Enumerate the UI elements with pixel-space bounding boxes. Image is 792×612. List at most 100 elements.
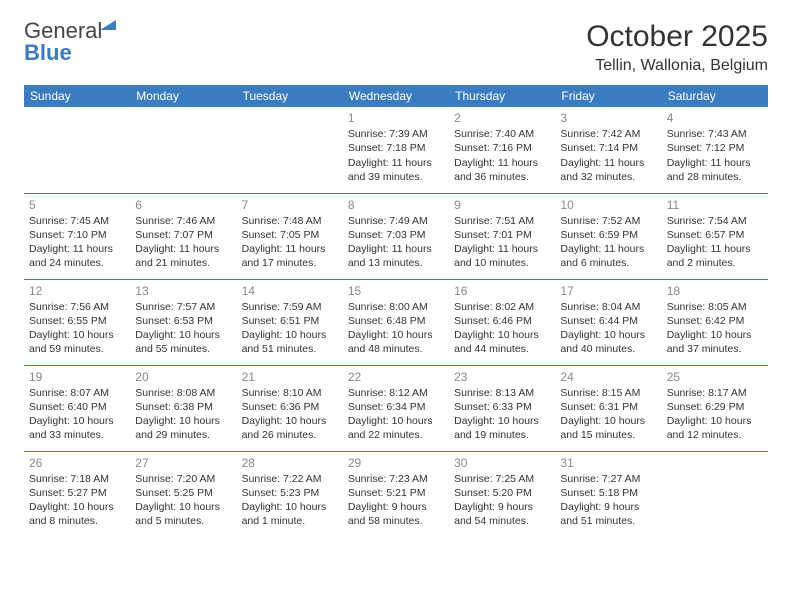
calendar-cell: 15Sunrise: 8:00 AMSunset: 6:48 PMDayligh… bbox=[343, 279, 449, 365]
sunrise-line: Sunrise: 7:22 AM bbox=[242, 472, 338, 486]
calendar-cell: 1Sunrise: 7:39 AMSunset: 7:18 PMDaylight… bbox=[343, 107, 449, 193]
sunset-line: Sunset: 6:33 PM bbox=[454, 400, 550, 414]
day-number: 27 bbox=[135, 455, 231, 471]
sunset-line: Sunset: 5:21 PM bbox=[348, 486, 444, 500]
logo-word2: Blue bbox=[24, 40, 72, 65]
daylight-line: Daylight: 11 hours and 21 minutes. bbox=[135, 242, 231, 270]
calendar-cell: 6Sunrise: 7:46 AMSunset: 7:07 PMDaylight… bbox=[130, 193, 236, 279]
logo-text: General Blue bbox=[24, 20, 116, 64]
day-number: 16 bbox=[454, 283, 550, 299]
calendar-row: 12Sunrise: 7:56 AMSunset: 6:55 PMDayligh… bbox=[24, 279, 768, 365]
daylight-line: Daylight: 10 hours and 15 minutes. bbox=[560, 414, 656, 442]
sunrise-line: Sunrise: 8:05 AM bbox=[667, 300, 763, 314]
daylight-line: Daylight: 10 hours and 48 minutes. bbox=[348, 328, 444, 356]
sunset-line: Sunset: 6:40 PM bbox=[29, 400, 125, 414]
sunrise-line: Sunrise: 7:56 AM bbox=[29, 300, 125, 314]
daylight-line: Daylight: 10 hours and 51 minutes. bbox=[242, 328, 338, 356]
sunrise-line: Sunrise: 7:39 AM bbox=[348, 127, 444, 141]
sunset-line: Sunset: 7:18 PM bbox=[348, 141, 444, 155]
sunset-line: Sunset: 6:34 PM bbox=[348, 400, 444, 414]
calendar-cell: 5Sunrise: 7:45 AMSunset: 7:10 PMDaylight… bbox=[24, 193, 130, 279]
daylight-line: Daylight: 10 hours and 44 minutes. bbox=[454, 328, 550, 356]
calendar-cell: 10Sunrise: 7:52 AMSunset: 6:59 PMDayligh… bbox=[555, 193, 661, 279]
calendar-cell: 2Sunrise: 7:40 AMSunset: 7:16 PMDaylight… bbox=[449, 107, 555, 193]
calendar-cell: 7Sunrise: 7:48 AMSunset: 7:05 PMDaylight… bbox=[237, 193, 343, 279]
sunset-line: Sunset: 6:53 PM bbox=[135, 314, 231, 328]
day-number: 15 bbox=[348, 283, 444, 299]
logo: General Blue bbox=[24, 20, 116, 64]
calendar-cell bbox=[662, 451, 768, 537]
sunset-line: Sunset: 6:44 PM bbox=[560, 314, 656, 328]
title-block: October 2025 Tellin, Wallonia, Belgium bbox=[586, 20, 768, 75]
day-number: 26 bbox=[29, 455, 125, 471]
calendar-row: 19Sunrise: 8:07 AMSunset: 6:40 PMDayligh… bbox=[24, 365, 768, 451]
sunset-line: Sunset: 6:51 PM bbox=[242, 314, 338, 328]
calendar-cell: 19Sunrise: 8:07 AMSunset: 6:40 PMDayligh… bbox=[24, 365, 130, 451]
day-number: 31 bbox=[560, 455, 656, 471]
day-number: 10 bbox=[560, 197, 656, 213]
calendar-cell: 27Sunrise: 7:20 AMSunset: 5:25 PMDayligh… bbox=[130, 451, 236, 537]
daylight-line: Daylight: 10 hours and 55 minutes. bbox=[135, 328, 231, 356]
sunset-line: Sunset: 5:20 PM bbox=[454, 486, 550, 500]
calendar-cell: 21Sunrise: 8:10 AMSunset: 6:36 PMDayligh… bbox=[237, 365, 343, 451]
day-number: 18 bbox=[667, 283, 763, 299]
day-number: 30 bbox=[454, 455, 550, 471]
sunset-line: Sunset: 6:36 PM bbox=[242, 400, 338, 414]
sunrise-line: Sunrise: 7:18 AM bbox=[29, 472, 125, 486]
sunset-line: Sunset: 6:57 PM bbox=[667, 228, 763, 242]
sunrise-line: Sunrise: 7:57 AM bbox=[135, 300, 231, 314]
daylight-line: Daylight: 10 hours and 8 minutes. bbox=[29, 500, 125, 528]
weekday-header: Thursday bbox=[449, 85, 555, 107]
sunset-line: Sunset: 7:07 PM bbox=[135, 228, 231, 242]
calendar-cell: 8Sunrise: 7:49 AMSunset: 7:03 PMDaylight… bbox=[343, 193, 449, 279]
day-number: 29 bbox=[348, 455, 444, 471]
daylight-line: Daylight: 9 hours and 51 minutes. bbox=[560, 500, 656, 528]
calendar-cell bbox=[24, 107, 130, 193]
day-number: 28 bbox=[242, 455, 338, 471]
calendar-cell: 30Sunrise: 7:25 AMSunset: 5:20 PMDayligh… bbox=[449, 451, 555, 537]
day-number: 17 bbox=[560, 283, 656, 299]
calendar-cell: 16Sunrise: 8:02 AMSunset: 6:46 PMDayligh… bbox=[449, 279, 555, 365]
sunrise-line: Sunrise: 8:08 AM bbox=[135, 386, 231, 400]
calendar-cell: 26Sunrise: 7:18 AMSunset: 5:27 PMDayligh… bbox=[24, 451, 130, 537]
calendar-cell: 24Sunrise: 8:15 AMSunset: 6:31 PMDayligh… bbox=[555, 365, 661, 451]
day-number: 25 bbox=[667, 369, 763, 385]
calendar-body: 1Sunrise: 7:39 AMSunset: 7:18 PMDaylight… bbox=[24, 107, 768, 537]
daylight-line: Daylight: 11 hours and 36 minutes. bbox=[454, 156, 550, 184]
sunset-line: Sunset: 6:48 PM bbox=[348, 314, 444, 328]
calendar-row: 26Sunrise: 7:18 AMSunset: 5:27 PMDayligh… bbox=[24, 451, 768, 537]
calendar-cell: 23Sunrise: 8:13 AMSunset: 6:33 PMDayligh… bbox=[449, 365, 555, 451]
weekday-header: Wednesday bbox=[343, 85, 449, 107]
weekday-header: Sunday bbox=[24, 85, 130, 107]
month-title: October 2025 bbox=[586, 20, 768, 53]
daylight-line: Daylight: 11 hours and 10 minutes. bbox=[454, 242, 550, 270]
daylight-line: Daylight: 11 hours and 39 minutes. bbox=[348, 156, 444, 184]
sunset-line: Sunset: 6:29 PM bbox=[667, 400, 763, 414]
day-number: 21 bbox=[242, 369, 338, 385]
sunrise-line: Sunrise: 8:10 AM bbox=[242, 386, 338, 400]
weekday-header: Tuesday bbox=[237, 85, 343, 107]
daylight-line: Daylight: 11 hours and 28 minutes. bbox=[667, 156, 763, 184]
calendar-cell: 29Sunrise: 7:23 AMSunset: 5:21 PMDayligh… bbox=[343, 451, 449, 537]
day-number: 20 bbox=[135, 369, 231, 385]
sunrise-line: Sunrise: 7:27 AM bbox=[560, 472, 656, 486]
sunset-line: Sunset: 7:10 PM bbox=[29, 228, 125, 242]
daylight-line: Daylight: 10 hours and 33 minutes. bbox=[29, 414, 125, 442]
daylight-line: Daylight: 10 hours and 5 minutes. bbox=[135, 500, 231, 528]
sunrise-line: Sunrise: 7:42 AM bbox=[560, 127, 656, 141]
sunrise-line: Sunrise: 7:23 AM bbox=[348, 472, 444, 486]
day-number: 19 bbox=[29, 369, 125, 385]
daylight-line: Daylight: 10 hours and 29 minutes. bbox=[135, 414, 231, 442]
daylight-line: Daylight: 11 hours and 32 minutes. bbox=[560, 156, 656, 184]
day-number: 1 bbox=[348, 110, 444, 126]
calendar-cell: 22Sunrise: 8:12 AMSunset: 6:34 PMDayligh… bbox=[343, 365, 449, 451]
day-number: 23 bbox=[454, 369, 550, 385]
calendar-cell: 18Sunrise: 8:05 AMSunset: 6:42 PMDayligh… bbox=[662, 279, 768, 365]
calendar-thead: SundayMondayTuesdayWednesdayThursdayFrid… bbox=[24, 85, 768, 107]
day-number: 6 bbox=[135, 197, 231, 213]
sunset-line: Sunset: 7:14 PM bbox=[560, 141, 656, 155]
daylight-line: Daylight: 10 hours and 40 minutes. bbox=[560, 328, 656, 356]
sunrise-line: Sunrise: 7:46 AM bbox=[135, 214, 231, 228]
sunrise-line: Sunrise: 7:25 AM bbox=[454, 472, 550, 486]
sunrise-line: Sunrise: 8:15 AM bbox=[560, 386, 656, 400]
